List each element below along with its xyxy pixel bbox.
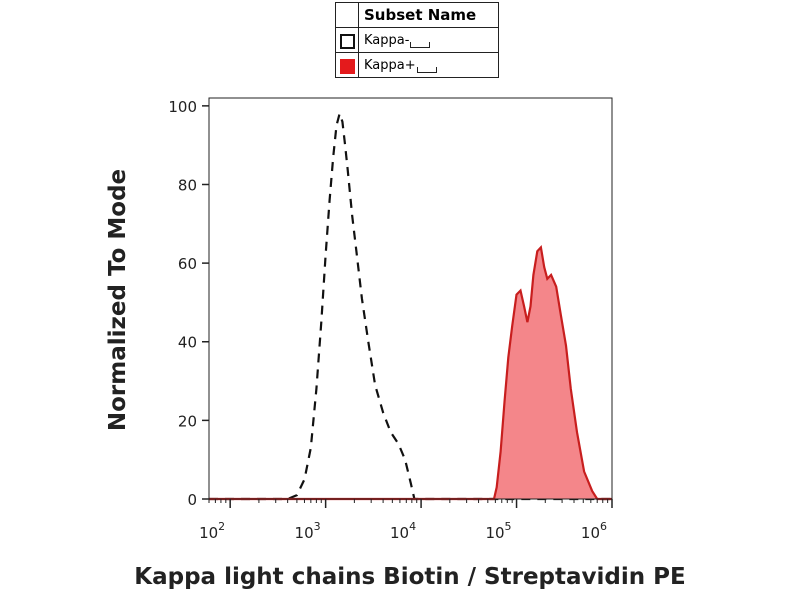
x-tick-label: 104 — [390, 520, 416, 542]
series-line-0 — [209, 109, 612, 501]
legend-item-kappa-neg: Kappa- — [358, 27, 499, 53]
series-line-1 — [209, 245, 612, 501]
y-axis-title: Normalized To Mode — [105, 168, 131, 432]
x-tick-label: 103 — [295, 520, 321, 542]
x-tick-label: 105 — [485, 520, 511, 542]
legend-swatch-kappa-pos — [335, 52, 359, 78]
y-tick-label: 80 — [178, 176, 197, 194]
y-tick-label: 100 — [168, 98, 197, 116]
legend-item-kappa-pos: Kappa+ — [358, 52, 499, 78]
legend-label-kappa-pos: Kappa+ — [364, 57, 416, 73]
gate-marker-icon — [410, 41, 431, 48]
legend-swatch-box — [339, 33, 355, 49]
y-tick-label: 20 — [178, 412, 197, 430]
plot-frame — [208, 97, 613, 500]
y-tick-label: 60 — [178, 255, 197, 273]
y-tick-label: 0 — [187, 491, 197, 509]
series-area-1 — [209, 247, 612, 499]
legend-swatch-box — [339, 58, 355, 74]
x-tick-label: 106 — [581, 520, 607, 542]
gate-marker-icon — [416, 66, 437, 73]
legend-label-kappa-neg: Kappa- — [364, 32, 410, 48]
x-tick-label: 102 — [199, 520, 225, 542]
legend: Subset Name Kappa- Kappa+ — [335, 2, 499, 78]
x-axis-title: Kappa light chains Biotin / Streptavidin… — [134, 564, 686, 590]
y-tick-label: 40 — [178, 334, 197, 352]
